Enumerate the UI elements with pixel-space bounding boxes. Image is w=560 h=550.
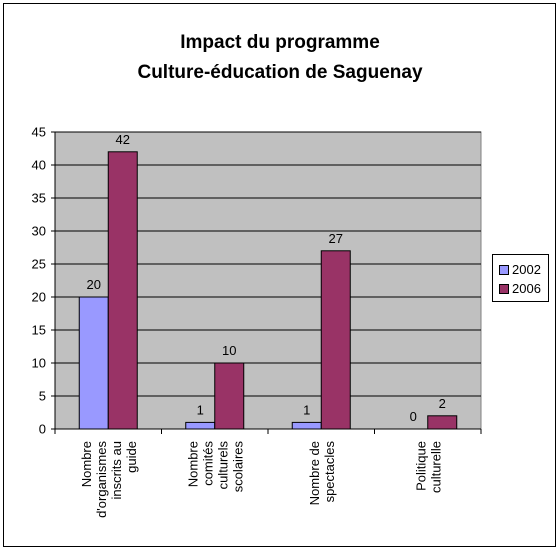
- legend-item-2006: 2006: [499, 281, 541, 297]
- bar: [107, 151, 138, 430]
- chart-title-line-2: Culture-éducation de Saguenay: [137, 62, 423, 83]
- category-label: Nombre: [79, 441, 94, 487]
- legend-swatch-2006: [499, 283, 509, 294]
- bar: [427, 415, 458, 430]
- category-label: spectacles: [322, 441, 337, 503]
- legend-label-2006: 2006: [512, 281, 541, 296]
- category-label: Nombre de: [307, 441, 322, 505]
- legend: 2002 2006: [492, 254, 549, 302]
- data-label: 0: [410, 409, 417, 424]
- bar: [320, 250, 351, 430]
- legend-swatch-2002: [499, 264, 509, 275]
- y-tick-label: 20: [32, 290, 46, 305]
- y-tick-label: 0: [39, 422, 46, 437]
- y-tick-label: 35: [32, 191, 46, 206]
- category-label: scolaires: [230, 441, 245, 493]
- chart-title-line-1: Impact du programme: [180, 32, 380, 53]
- category-label: comités: [200, 441, 215, 486]
- legend-item-2002: 2002: [499, 262, 541, 278]
- category-label: d'organismes: [94, 441, 109, 518]
- y-tick-label: 15: [32, 323, 46, 338]
- data-label: 27: [329, 231, 343, 246]
- y-tick-label: 40: [32, 158, 46, 173]
- legend-label-2002: 2002: [512, 262, 541, 277]
- bar: [78, 296, 109, 430]
- chart-title: Impact du programme Culture-éducation de…: [0, 28, 560, 88]
- data-label: 42: [116, 132, 130, 147]
- data-label: 1: [303, 402, 310, 417]
- data-label: 20: [87, 277, 101, 292]
- category-label: culturels: [215, 441, 230, 490]
- category-label: guide: [124, 441, 139, 473]
- category-label: inscrits au: [109, 441, 124, 500]
- category-label: culturelle: [428, 441, 443, 493]
- y-tick-label: 10: [32, 356, 46, 371]
- category-label: Politique: [413, 441, 428, 491]
- y-tick-label: 30: [32, 224, 46, 239]
- data-label: 10: [222, 343, 236, 358]
- category-label: Nombre: [185, 441, 200, 487]
- data-label: 2: [439, 396, 446, 411]
- bar: [214, 362, 245, 430]
- y-tick-label: 25: [32, 257, 46, 272]
- y-tick-label: 45: [32, 125, 46, 140]
- data-label: 1: [197, 402, 204, 417]
- bar: [185, 421, 216, 430]
- bar: [291, 421, 322, 430]
- y-tick-label: 5: [39, 389, 46, 404]
